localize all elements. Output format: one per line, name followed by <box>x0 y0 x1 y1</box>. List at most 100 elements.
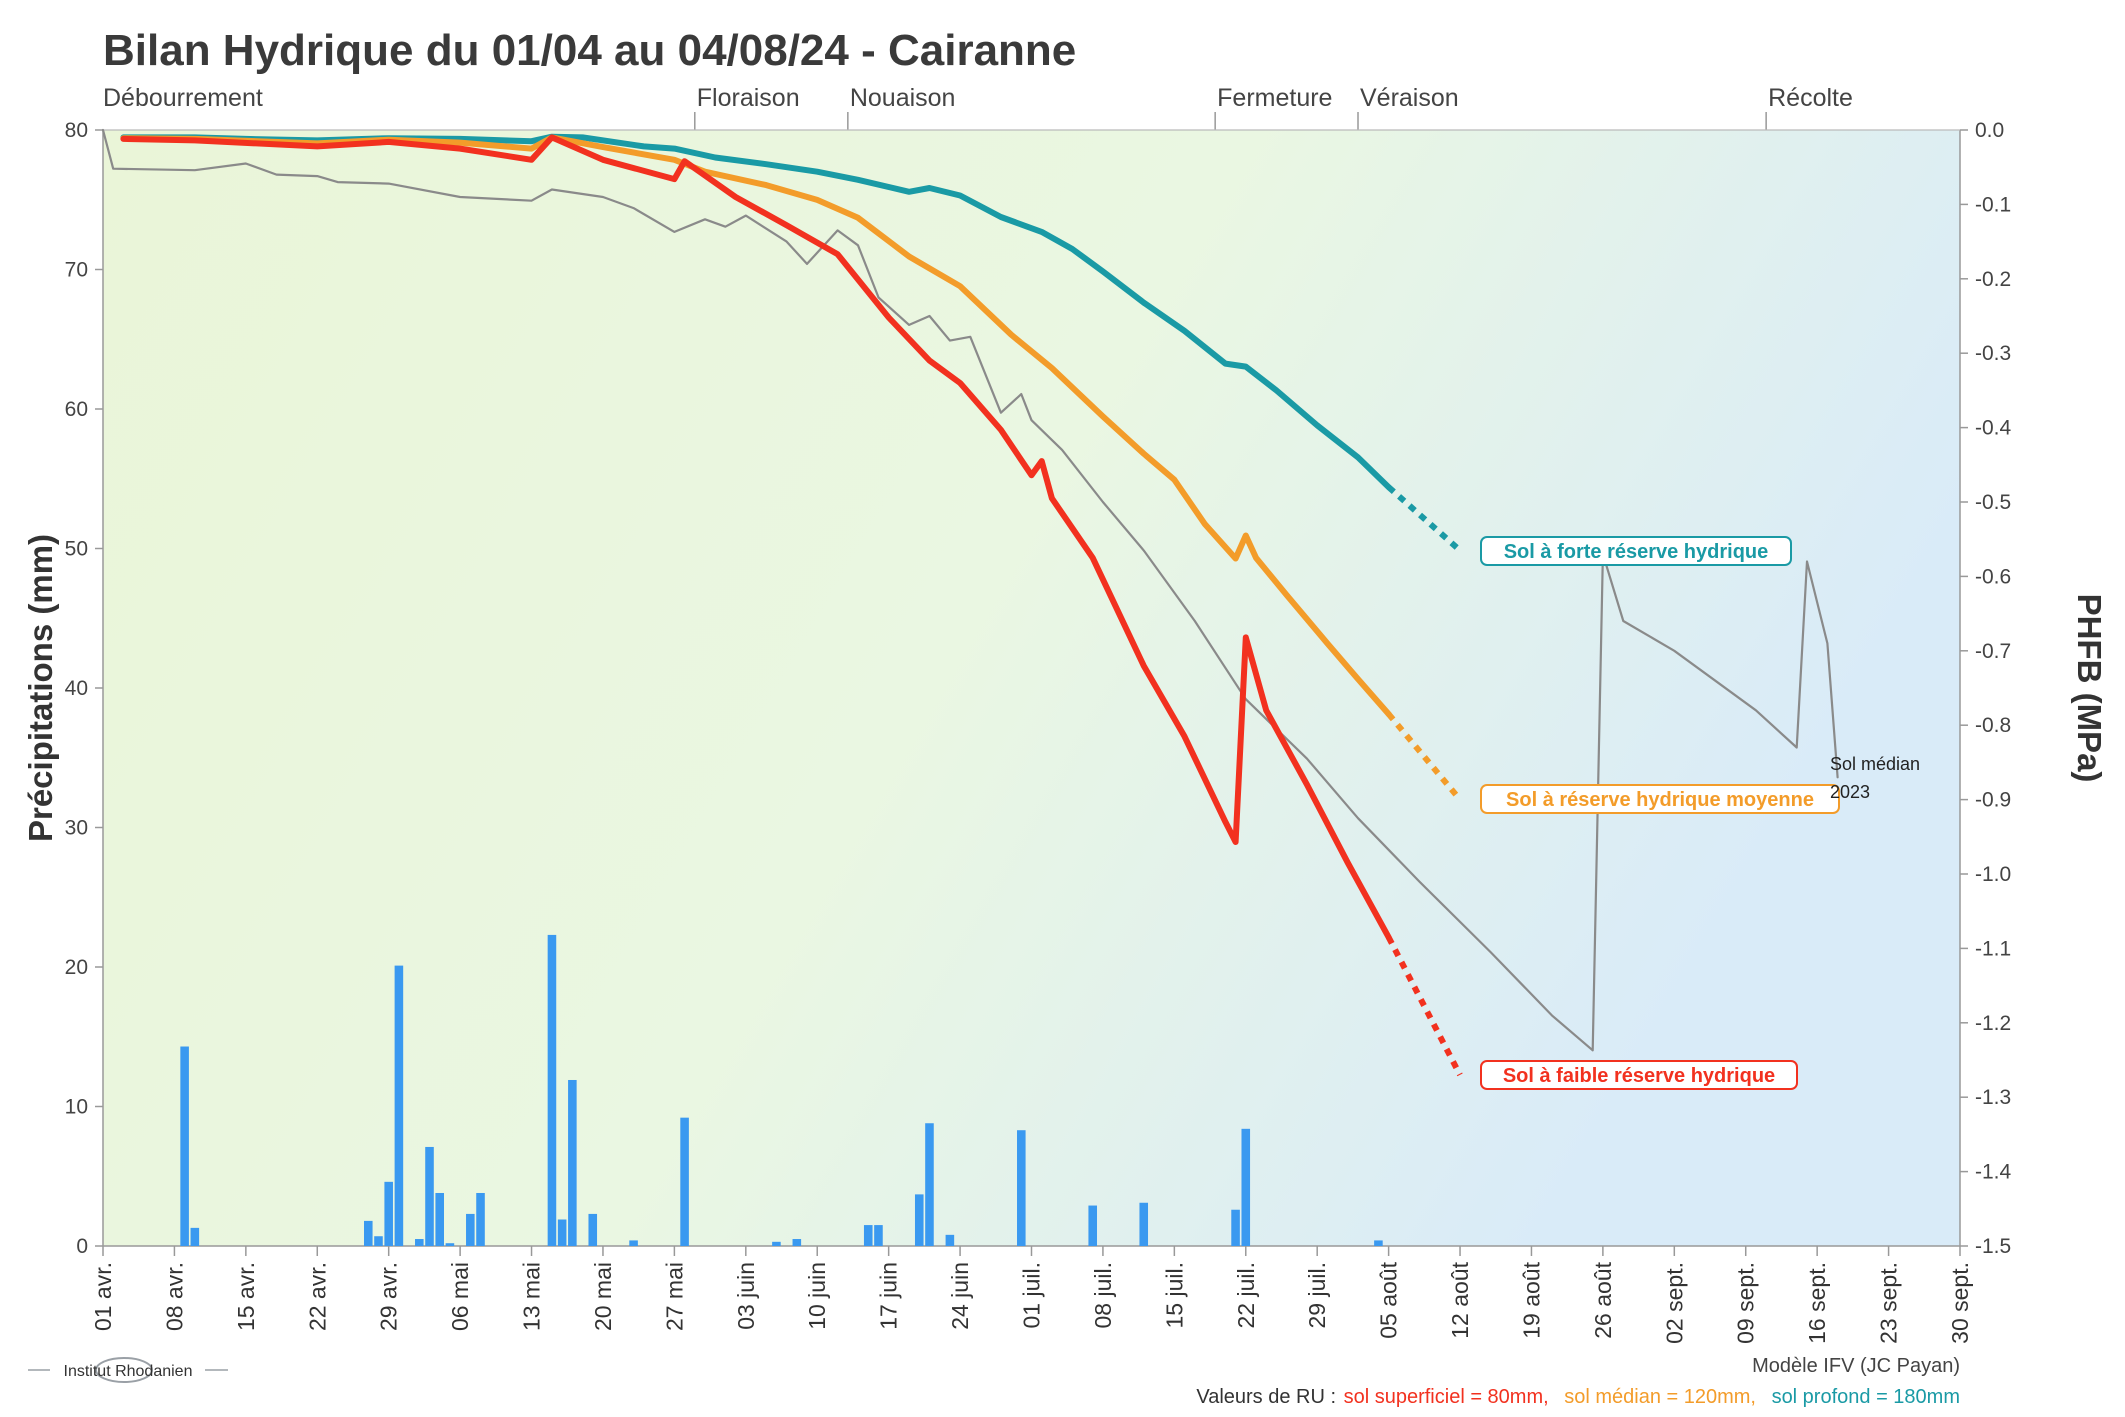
precipitation-bar <box>1374 1240 1383 1246</box>
precipitation-bar <box>568 1079 577 1246</box>
x-tick-label: 02 sept. <box>1661 1262 1687 1344</box>
axes: 0 10 20 30 40 50 60 70 80 0.0 -0.1 -0.2 -0.3 -0.4 -0.… <box>65 119 2012 1344</box>
logo-text: Institut Rhodanien <box>64 1363 193 1380</box>
x-tick-label: 01 avr. <box>90 1262 116 1331</box>
y2-tick-label: -1.1 <box>1975 937 2011 960</box>
y2-tick-label: -0.1 <box>1975 193 2011 216</box>
precipitation-bar <box>557 1219 567 1246</box>
x-tick-label: 16 sept. <box>1804 1262 1830 1344</box>
y-tick-label: 80 <box>65 119 88 142</box>
ru-prefix: Valeurs de RU : <box>1196 1386 1341 1408</box>
precipitation-bar <box>925 1123 934 1246</box>
ru-profond: sol profond = 180mm <box>1772 1386 1960 1408</box>
precipitation-bar <box>476 1192 485 1246</box>
x-tick-label: 13 mai <box>519 1262 545 1331</box>
y2-tick-label: -0.9 <box>1975 789 2011 812</box>
precipitation-bar <box>680 1117 689 1246</box>
precipitation-bar <box>445 1243 455 1246</box>
x-tick-label: 23 sept. <box>1876 1262 1902 1344</box>
series-label: Sol à forte réserve hydrique <box>1504 541 1769 563</box>
x-tick-label: 24 juin <box>947 1262 973 1330</box>
precipitation-bar <box>792 1239 802 1246</box>
series-label-box <box>1480 784 1840 814</box>
y2-tick-label: -1.5 <box>1975 1235 2011 1258</box>
precipitation-bar <box>466 1213 475 1246</box>
x-tick-label: 06 mai <box>447 1262 473 1331</box>
series-label-box <box>1480 1060 1798 1090</box>
precipitation-bar <box>629 1240 638 1246</box>
phfb-forecast-line <box>1386 712 1463 802</box>
precipitation-bar <box>1017 1130 1026 1246</box>
stage-label: Récolte <box>1768 84 1853 112</box>
series-labels: Sol à forte réserve hydrique Sol à réserv… <box>1480 536 1920 1090</box>
y2-tick-label: -0.5 <box>1975 491 2011 514</box>
y2-tick-label: -0.6 <box>1975 565 2011 588</box>
stage-label: Floraison <box>697 84 800 112</box>
soil-water-zones <box>103 130 1960 1246</box>
stage-label: Nouaison <box>850 84 956 112</box>
precipitation-bar <box>914 1194 924 1246</box>
x-tick-label: 10 juin <box>804 1262 830 1330</box>
y2-tick-label: -1.0 <box>1975 863 2011 886</box>
y2-tick-label: -1.3 <box>1975 1086 2011 1109</box>
y-tick-label: 10 <box>65 1096 88 1119</box>
y-axis-label: Précipitations (mm) <box>22 534 59 842</box>
x-tick-label: 03 juin <box>733 1262 759 1330</box>
x-tick-label: 20 mai <box>590 1262 616 1331</box>
y-tick-label: 50 <box>65 538 88 561</box>
x-tick-label: 12 août <box>1447 1261 1473 1338</box>
precipitation-bar <box>588 1213 598 1246</box>
precipitation-bar <box>364 1220 373 1246</box>
phfb-forecast-line <box>1386 484 1462 553</box>
x-tick-label: 08 avr. <box>161 1262 187 1331</box>
x-tick-label: 05 août <box>1376 1261 1402 1338</box>
precipitation-bar <box>394 965 404 1246</box>
model-credit: Modèle IFV (JC Payan) <box>1752 1355 1960 1377</box>
phfb-forecast-line <box>1385 935 1463 1077</box>
y2-tick-label: -0.7 <box>1975 640 2011 663</box>
precipitation-bar <box>1231 1209 1240 1246</box>
y-tick-label: 30 <box>65 817 88 840</box>
y2-tick-label: -0.3 <box>1975 342 2011 365</box>
precipitation-bar <box>945 1234 955 1246</box>
y2-tick-label: -0.2 <box>1975 268 2011 291</box>
phfb-line <box>120 134 1392 941</box>
precipitation-bars <box>180 934 1383 1246</box>
precipitation-bar <box>435 1192 444 1246</box>
ru-median: sol médian = 120mm, <box>1564 1386 1756 1408</box>
y-ticks-left: 0 10 20 30 40 50 60 70 80 <box>65 119 103 1258</box>
y-tick-label: 60 <box>65 398 88 421</box>
precipitation-bar <box>190 1227 200 1246</box>
y2-tick-label: -1.4 <box>1975 1161 2012 1184</box>
y-tick-label: 40 <box>65 677 88 700</box>
y2-axis-label: PHFB (MPa) <box>2071 594 2108 783</box>
x-tick-label: 15 avr. <box>233 1262 259 1331</box>
stage-label: Débourrement <box>103 84 263 112</box>
series-label: Sol à réserve hydrique moyenne <box>1506 789 1814 811</box>
x-tick-label: 30 sept. <box>1947 1262 1973 1344</box>
x-tick-label: 09 sept. <box>1733 1262 1759 1344</box>
x-tick-label: 27 mai <box>661 1262 687 1331</box>
y-tick-label: 70 <box>65 259 88 282</box>
y-tick-label: 0 <box>76 1235 88 1258</box>
x-ticks: 01 avr. 08 avr. 15 avr. 22 avr. 29 avr. 06 ma… <box>90 1246 1973 1344</box>
y2-tick-label: -0.8 <box>1975 714 2011 737</box>
y-tick-label: 20 <box>65 956 88 979</box>
x-tick-label: 08 juil. <box>1090 1262 1116 1328</box>
precipitation-bar <box>1139 1202 1149 1246</box>
institut-rhodanien-logo: Institut Rhodanien <box>28 1357 228 1383</box>
stage-label: Fermeture <box>1217 84 1332 112</box>
y2-tick-label: 0.0 <box>1975 119 2004 142</box>
phfb-line <box>101 128 1839 1052</box>
logo-swoosh <box>95 1357 153 1383</box>
series-label-box <box>1480 536 1792 566</box>
y2-tick-label: -1.2 <box>1975 1012 2011 1035</box>
phfb-line <box>120 133 1392 491</box>
x-tick-label: 01 juil. <box>1019 1262 1045 1328</box>
y-ticks-right: 0.0 -0.1 -0.2 -0.3 -0.4 -0.5 -0.6 -0.7 -0.8 -0.9 -… <box>1960 119 2012 1258</box>
y2-tick-label: -0.4 <box>1975 417 2012 440</box>
x-tick-label: 17 juin <box>876 1262 902 1330</box>
x-tick-label: 22 juil. <box>1233 1262 1259 1328</box>
series-label: Sol à faible réserve hydrique <box>1503 1065 1775 1087</box>
x-tick-label: 29 avr. <box>376 1262 402 1331</box>
